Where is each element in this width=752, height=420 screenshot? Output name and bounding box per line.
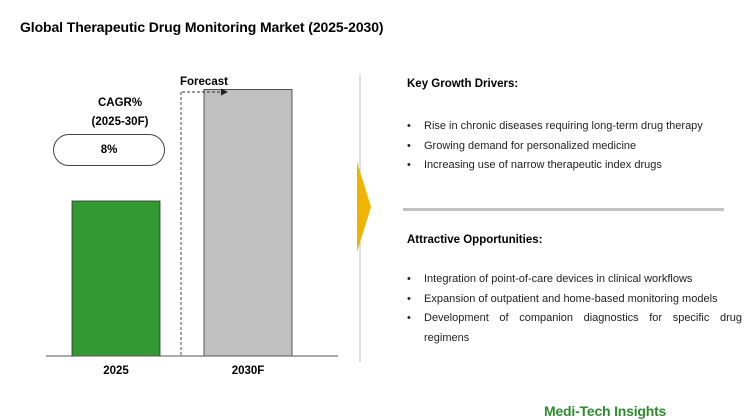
list-item: • Rise in chronic diseases requiring long… bbox=[407, 117, 737, 137]
opportunity-text: Development of companion diagnostics for… bbox=[424, 312, 742, 344]
cagr-label: CAGR% (2025-30F) bbox=[65, 94, 175, 132]
x-tick-label: 2030F bbox=[232, 365, 265, 377]
cagr-label-line2: (2025-30F) bbox=[91, 116, 149, 128]
list-item: • Integration of point-of-care devices in… bbox=[407, 270, 742, 290]
x-tick-label: 2025 bbox=[103, 365, 129, 377]
cagr-value-badge: 8% bbox=[53, 134, 165, 166]
chevron-arrow-icon bbox=[357, 162, 371, 252]
opportunity-text: Expansion of outpatient and home-based m… bbox=[424, 292, 718, 305]
drivers-heading: Key Growth Drivers: bbox=[407, 78, 519, 90]
drivers-list: • Rise in chronic diseases requiring long… bbox=[407, 117, 737, 176]
cagr-label-line1: CAGR% bbox=[97, 97, 143, 109]
list-item: • Increasing use of narrow therapeutic in… bbox=[407, 156, 737, 176]
brand-logo: Medi-Tech Insights bbox=[544, 403, 667, 419]
cagr-value: 8% bbox=[100, 144, 118, 156]
bullet-icon: • bbox=[407, 139, 411, 152]
opportunity-text: Integration of point-of-care devices in … bbox=[424, 273, 693, 285]
list-item: • Growing demand for personalized medicin… bbox=[407, 137, 737, 157]
bullet-icon: • bbox=[407, 120, 411, 132]
bullet-icon: • bbox=[407, 292, 411, 305]
driver-text: Increasing use of narrow therapeutic ind… bbox=[424, 159, 662, 171]
list-item: • Development of companion diagnostics fo… bbox=[407, 309, 742, 348]
bar-2025 bbox=[71, 200, 161, 357]
forecast-arrow-head bbox=[221, 88, 228, 96]
page-title: Global Therapeutic Drug Monitoring Marke… bbox=[20, 19, 384, 35]
driver-text: Rise in chronic diseases requiring long-… bbox=[424, 120, 703, 132]
bullet-icon: • bbox=[407, 312, 411, 324]
forecast-label: Forecast bbox=[180, 76, 228, 88]
bullet-icon: • bbox=[407, 273, 411, 285]
bullet-icon: • bbox=[407, 159, 411, 171]
driver-text: Growing demand for personalized medicine bbox=[424, 139, 637, 152]
opportunities-heading: Attractive Opportunities: bbox=[407, 234, 543, 246]
list-item: • Expansion of outpatient and home-based … bbox=[407, 290, 742, 310]
section-divider bbox=[403, 208, 724, 211]
bar-2030f bbox=[203, 89, 293, 357]
opportunities-list: • Integration of point-of-care devices in… bbox=[407, 270, 742, 348]
